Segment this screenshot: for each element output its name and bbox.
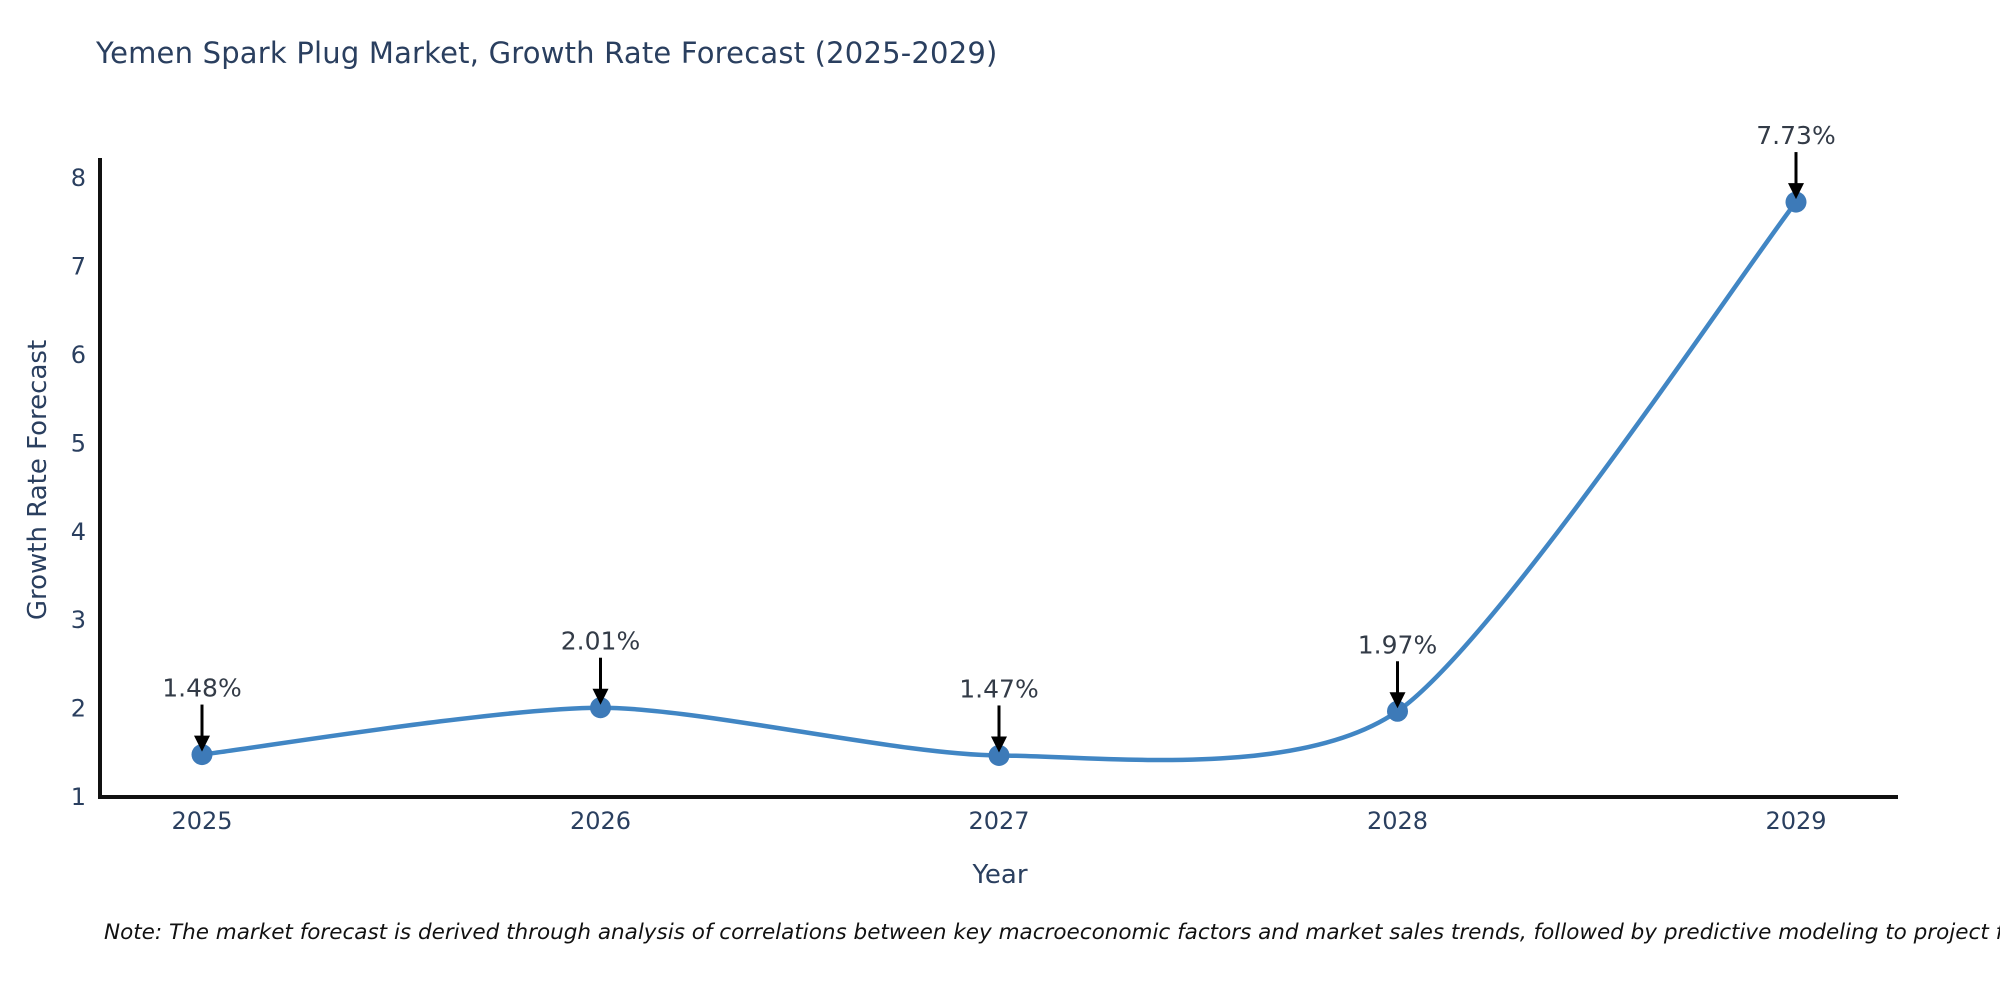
- annotation-label: 1.97%: [1358, 630, 1437, 659]
- annotation-arrowhead: [194, 735, 210, 752]
- data-point-marker[interactable]: [1785, 191, 1807, 213]
- y-tick-label: 7: [71, 253, 86, 281]
- data-point-marker[interactable]: [191, 744, 213, 766]
- x-tick-label: 2025: [171, 807, 232, 835]
- y-axis-title: Growth Rate Forecast: [23, 339, 53, 621]
- data-point-marker[interactable]: [590, 697, 611, 719]
- chart-title: Yemen Spark Plug Market, Growth Rate For…: [96, 36, 998, 70]
- annotation-arrowhead: [1389, 692, 1406, 709]
- footnote: Note: The market forecast is derived thr…: [104, 920, 2000, 945]
- annotation-label: 2.01%: [561, 627, 640, 656]
- annotation-arrowhead: [1788, 183, 1804, 200]
- x-tick-label: 2029: [1765, 807, 1826, 835]
- annotation-label: 1.48%: [162, 674, 241, 703]
- annotation-arrowhead: [991, 736, 1007, 753]
- y-tick-label: 1: [71, 783, 86, 811]
- x-tick-label: 2028: [1367, 807, 1428, 835]
- y-tick-label: 3: [71, 606, 86, 634]
- y-tick-label: 6: [71, 341, 86, 369]
- x-axis-title: Year: [972, 860, 1028, 890]
- line-series: [199, 199, 1799, 763]
- annotation-label: 7.73%: [1756, 121, 1835, 150]
- annotation-label: 1.47%: [959, 674, 1038, 703]
- annotation-arrowhead: [592, 688, 609, 705]
- data-point-marker[interactable]: [1387, 700, 1408, 722]
- x-tick-label: 2027: [968, 807, 1029, 835]
- data-point-marker[interactable]: [988, 744, 1010, 766]
- y-tick-label: 4: [71, 518, 86, 546]
- y-tick-label: 5: [71, 429, 86, 457]
- x-tick-label: 2026: [570, 807, 631, 835]
- y-tick-label: 8: [71, 164, 86, 192]
- y-tick-label: 2: [71, 695, 86, 723]
